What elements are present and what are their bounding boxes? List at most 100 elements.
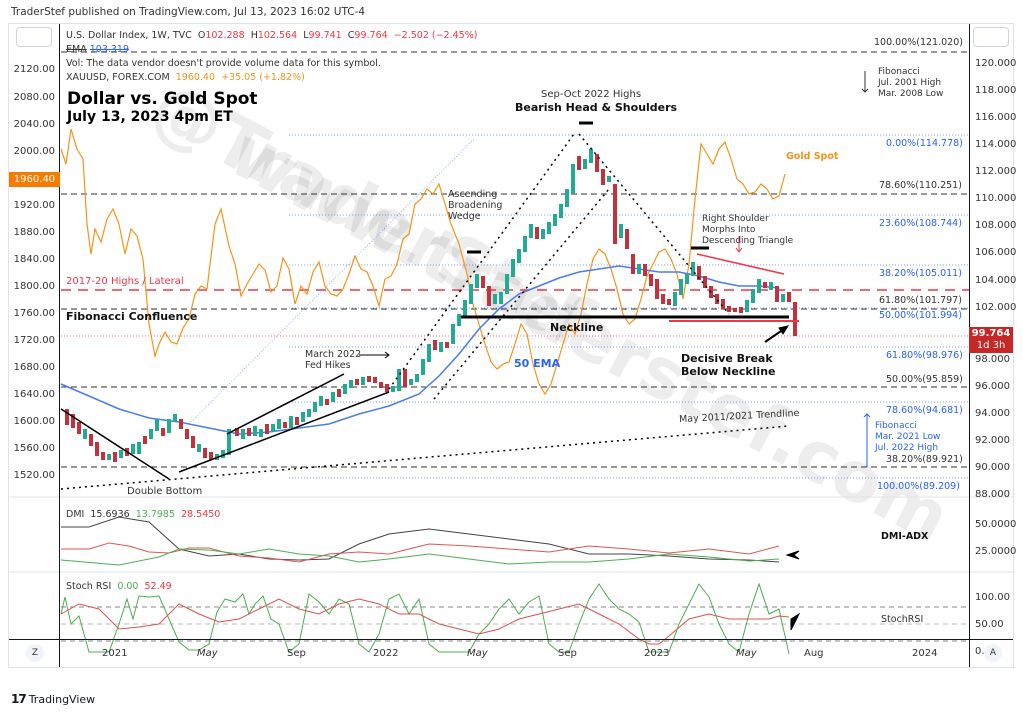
low-label: L bbox=[303, 30, 309, 41]
dmi-tick: 50.0000 bbox=[975, 519, 1017, 530]
fib-top-line3: Mar. 2008 Low bbox=[878, 89, 944, 99]
chart-canvas[interactable] bbox=[9, 24, 1015, 669]
stoch-k: 0.00 bbox=[117, 581, 139, 592]
dxy-badge-countdown: 1d 3h bbox=[976, 340, 1006, 351]
fib-label: 38.20%(105.011) bbox=[879, 268, 962, 279]
left-tick: 2000.00 bbox=[13, 146, 55, 157]
left-tick: 1840.00 bbox=[13, 254, 55, 265]
ema50-label: 50 EMA bbox=[514, 357, 561, 370]
right-tick: 104.000 bbox=[975, 275, 1017, 286]
dmi-legend[interactable]: DMI 15.6936 13.7985 28.5450 bbox=[66, 509, 220, 520]
left-tick: 2080.00 bbox=[13, 92, 55, 103]
x-tick: 2023 bbox=[644, 648, 670, 659]
fib-label: 61.80%(98.976) bbox=[886, 350, 963, 361]
right-tick: 120.000 bbox=[975, 58, 1017, 69]
neckline-label: Neckline bbox=[550, 321, 604, 334]
symbol-legend[interactable]: U.S. Dollar Index, 1W, TVC O102.288 H102… bbox=[66, 30, 477, 41]
tradingview-logo-icon: 17 bbox=[11, 692, 27, 706]
right-tick: 112.000 bbox=[975, 166, 1017, 177]
chart-subtitle: July 13, 2023 4pm ET bbox=[67, 109, 233, 125]
dmi-adx: 15.6936 bbox=[90, 509, 130, 520]
left-tick: 1920.00 bbox=[13, 200, 55, 211]
overlay-legend[interactable]: XAUUSD, FOREX.COM 1960.40 +35.05 (+1.82%… bbox=[66, 72, 305, 83]
right-tick: 90.000 bbox=[975, 462, 1010, 473]
stoch-d: 52.49 bbox=[144, 581, 172, 592]
fib-confluence-label: Fibonacci Confluence bbox=[66, 310, 198, 323]
x-tick: 2022 bbox=[373, 648, 399, 659]
right-tick: 96.000 bbox=[975, 381, 1010, 392]
close-value: 99.764 bbox=[354, 30, 388, 41]
stoch-label: Stoch RSI bbox=[66, 581, 112, 592]
march-line1: March 2022 bbox=[305, 349, 362, 360]
dmi-tick: 25.0000 bbox=[975, 546, 1017, 557]
x-tick: May bbox=[736, 648, 757, 659]
overlay-price: 1960.40 bbox=[175, 72, 216, 83]
left-tick: 1720.00 bbox=[13, 335, 55, 346]
x-tick: Sep bbox=[558, 648, 577, 659]
left-tick: 1880.00 bbox=[13, 227, 55, 238]
x-tick: 2021 bbox=[102, 648, 128, 659]
dmi-lines bbox=[60, 516, 800, 566]
dmi-label: DMI bbox=[66, 509, 85, 520]
gold-spot-label: Gold Spot bbox=[786, 151, 839, 162]
time-axis[interactable]: Z 2021 May Sep 2022 May Sep 2023 May Aug… bbox=[9, 639, 1013, 667]
gold-price-badge: 1960.40 bbox=[9, 172, 60, 187]
chart-frame: @TraderStef www.traderstef.com bbox=[8, 23, 1017, 669]
break-line2: Below Neckline bbox=[681, 365, 776, 378]
x-tick: May bbox=[467, 648, 488, 659]
double-bottom-label: Double Bottom bbox=[127, 486, 203, 497]
symbol-name: U.S. Dollar Index, 1W, TVC bbox=[66, 30, 192, 41]
open-label: O bbox=[197, 30, 206, 41]
volume-note: Vol: The data vendor doesn't provide vol… bbox=[66, 58, 381, 69]
left-tick: 2040.00 bbox=[13, 119, 55, 130]
right-tick: 114.000 bbox=[975, 139, 1017, 150]
rs-line2: Morphs Into bbox=[702, 225, 756, 235]
x-tick: 2024 bbox=[912, 648, 938, 659]
ema-legend[interactable]: EMA 103.319 bbox=[66, 44, 129, 55]
corner-box bbox=[973, 27, 1009, 47]
wedge-line3: Wedge bbox=[448, 211, 481, 222]
low-value: 99.741 bbox=[308, 30, 342, 41]
left-tick: 1760.00 bbox=[13, 308, 55, 319]
right-tick: 98.000 bbox=[975, 354, 1010, 365]
ema-50-line bbox=[60, 265, 780, 435]
fib-label: 100.00%(121.020) bbox=[874, 37, 963, 48]
fib-label: 50.00%(101.994) bbox=[879, 310, 962, 321]
fib-label: 100.00%(89.209) bbox=[877, 481, 960, 492]
zoom-z-button[interactable]: Z bbox=[26, 644, 44, 662]
stochrsi-tag: StochRSI bbox=[881, 614, 924, 625]
tradingview-logo[interactable]: 17 TradingView bbox=[11, 692, 95, 706]
ema-label: EMA bbox=[66, 44, 87, 55]
right-shoulder-label: Right Shoulder Morphs Into Descending Tr… bbox=[702, 214, 793, 247]
fib-bottom-note: Fibonacci Mar. 2021 Low Jul. 2022 High bbox=[875, 421, 940, 454]
right-tick: 106.000 bbox=[975, 247, 1017, 258]
fib-top-line1: Fibonacci bbox=[878, 67, 920, 77]
right-price-axis[interactable]: 120.000 118.000 116.000 114.000 112.000 … bbox=[969, 24, 1017, 667]
rs-line3: Descending Triangle bbox=[702, 236, 794, 246]
hs-main-label: Bearish Head & Shoulders bbox=[515, 101, 678, 114]
left-price-axis[interactable]: 2120.00 2080.00 2040.00 2000.00 1960.40 … bbox=[9, 24, 60, 667]
decisive-break-label: Decisive Break Below Neckline bbox=[681, 352, 776, 378]
x-tick: Sep bbox=[287, 648, 306, 659]
fib-bot-line3: Jul. 2022 High bbox=[875, 443, 939, 453]
dxy-badge-price: 99.764 bbox=[971, 328, 1011, 339]
tradingview-logo-text: TradingView bbox=[28, 692, 96, 706]
left-tick: 1680.00 bbox=[13, 362, 55, 373]
fib-label: 78.60%(110.251) bbox=[879, 180, 962, 191]
wedge-label: Ascending Broadening Wedge bbox=[448, 189, 502, 222]
dmi-adx-tag: DMI-ADX bbox=[881, 531, 929, 542]
fib-label: 23.60%(108.744) bbox=[879, 218, 962, 229]
dmi-minus-di: 28.5450 bbox=[181, 509, 221, 520]
stoch-tick: 100.00 bbox=[975, 592, 1010, 603]
pattern-lines bbox=[60, 71, 871, 490]
stoch-lines bbox=[60, 582, 970, 655]
left-tick: 1640.00 bbox=[13, 389, 55, 400]
stoch-legend[interactable]: Stoch RSI 0.00 52.49 bbox=[66, 581, 172, 592]
march-hikes-label: March 2022 Fed Hikes bbox=[305, 349, 361, 371]
fib-bot-line1: Fibonacci bbox=[875, 421, 917, 431]
auto-scale-a-button[interactable]: A bbox=[984, 644, 1002, 662]
fib-lines bbox=[61, 51, 970, 479]
wedge-line2: Broadening bbox=[448, 200, 503, 211]
right-tick: 118.000 bbox=[975, 85, 1017, 96]
right-tick: 94.000 bbox=[975, 408, 1010, 419]
